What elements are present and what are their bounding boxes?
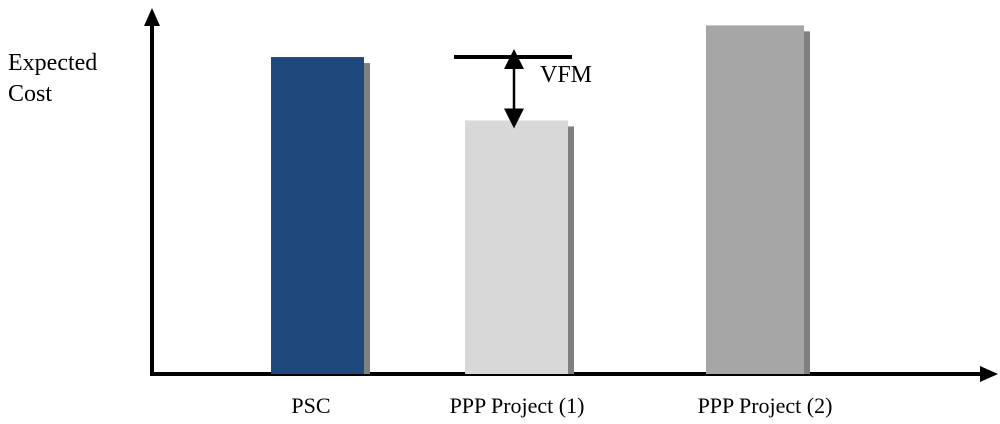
- category-label-2: PPP Project (2): [698, 393, 833, 418]
- vfm-label: VFM: [540, 62, 592, 88]
- y-axis-label-line-2: Cost: [8, 81, 52, 107]
- category-label-1: PPP Project (1): [450, 393, 585, 418]
- bar-1: [465, 120, 568, 375]
- category-labels-layer: PSC PPP Project (1) PPP Project (2): [291, 393, 832, 418]
- bar-2: [706, 25, 804, 375]
- y-axis-arrowhead-icon: [144, 8, 160, 26]
- bars-layer: [271, 25, 810, 375]
- x-axis-arrowhead-icon: [980, 366, 998, 382]
- vfm-annotation: VFM: [454, 49, 592, 129]
- category-label-0: PSC: [291, 393, 330, 418]
- bar-0: [271, 57, 364, 375]
- y-axis-label-line-1: Expected: [8, 50, 97, 76]
